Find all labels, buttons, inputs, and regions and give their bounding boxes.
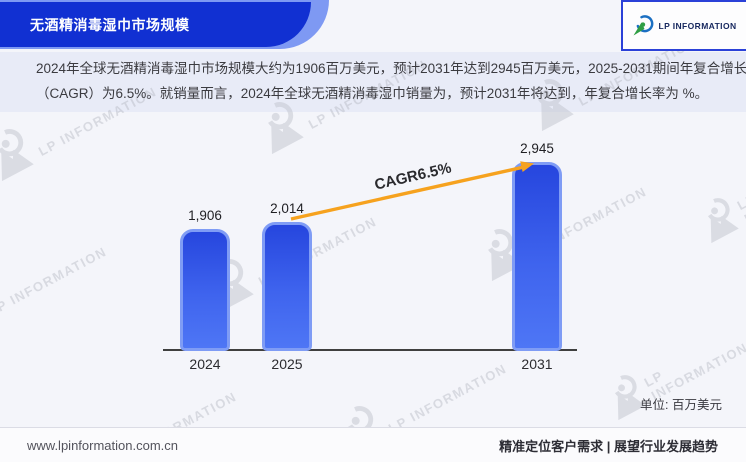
bar-value-label: 2,945	[520, 141, 554, 156]
summary-paragraph: 2024年全球无酒精消毒湿巾市场规模大约为1906百万美元，预计2031年达到2…	[0, 56, 746, 106]
header-ribbon: 无酒精消毒湿巾市场规模	[0, 2, 311, 47]
cagr-annotation: CAGR6.5%	[372, 159, 454, 194]
bar-2024	[180, 229, 230, 351]
lp-logo-icon	[633, 14, 654, 36]
bar-value-label: 2,014	[270, 201, 304, 216]
summary-line-1: 2024年全球无酒精消毒湿巾市场规模大约为1906百万美元，预计2031年达到2…	[36, 61, 746, 76]
x-tick-label: 2031	[521, 356, 553, 372]
x-tick-label: 2024	[189, 356, 221, 372]
logo-text: LP INFORMATION	[658, 20, 737, 31]
footer-website: www.lpinformation.com.cn	[27, 437, 178, 453]
x-axis-line	[163, 349, 577, 351]
footer: www.lpinformation.com.cn 精准定位客户需求 | 展望行业…	[0, 427, 746, 462]
summary-line-2: （CAGR）为6.5%。就销量而言，2024年全球无酒精消毒湿巾销量为，预计20…	[36, 86, 709, 101]
summary-strip-background	[0, 52, 746, 112]
bar-2031	[512, 162, 562, 351]
footer-slogan: 精准定位客户需求 | 展望行业发展趋势	[499, 438, 718, 454]
bar-2025	[262, 222, 312, 351]
unit-label: 单位: 百万美元	[640, 398, 722, 412]
page-title: 无酒精消毒湿巾市场规模	[30, 16, 190, 33]
logo: LP INFORMATION	[621, 0, 746, 51]
x-tick-label: 2025	[271, 356, 303, 372]
bar-value-label: 1,906	[188, 208, 222, 223]
